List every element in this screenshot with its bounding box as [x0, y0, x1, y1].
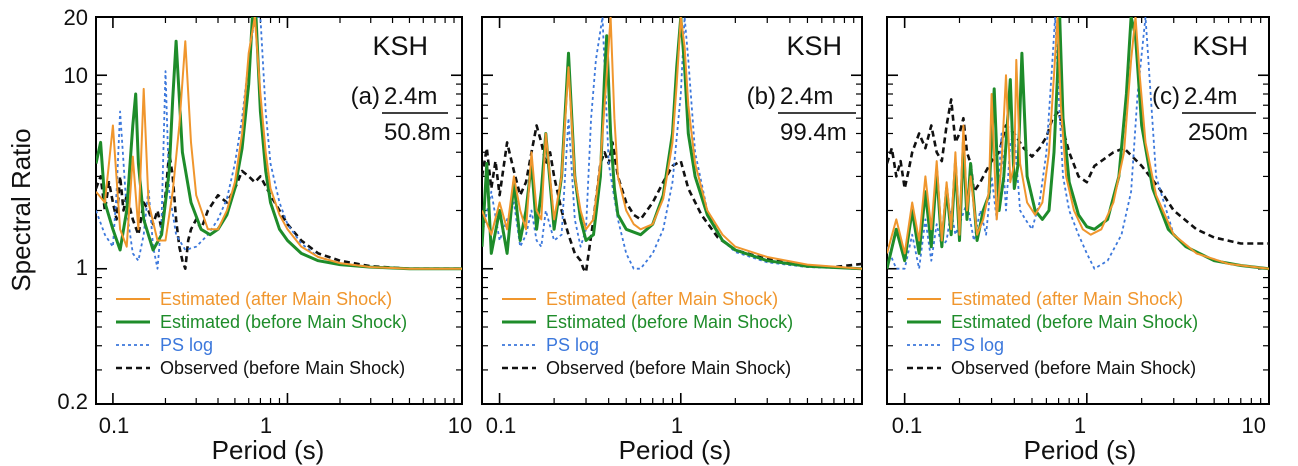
series-line-observed: [887, 98, 1269, 245]
x-axis-label: Period (s): [1024, 435, 1137, 465]
panel-a: 0.1 1 10 Period (s) KSH (a) 2.4m 50.8m E…: [95, 16, 472, 465]
legend-entry-label: Estimated (before Main Shock): [546, 312, 793, 332]
series-line-estimated-after: [96, 17, 462, 270]
station-label: KSH: [372, 31, 428, 61]
legend-entry-label: Observed (before Main Shock): [546, 358, 791, 378]
x-tick-label: 0.1: [892, 413, 923, 438]
panel-label: (a): [351, 83, 380, 110]
legend-entry-label: PS log: [160, 335, 213, 355]
x-tick-label: 1: [260, 413, 272, 438]
y-tick-label: 20: [64, 5, 88, 30]
x-tick-label: 1: [671, 413, 683, 438]
y-axis-label: Spectral Ratio: [6, 128, 36, 291]
series-line-ps-log: [96, 17, 462, 270]
depth-top-label: 2.4m: [780, 83, 833, 110]
depth-top-label: 2.4m: [384, 83, 437, 110]
legend-entry-label: Estimated (after Main Shock): [546, 289, 778, 309]
x-tick-label: 0.1: [486, 413, 517, 438]
legend-entry-label: Observed (before Main Shock): [160, 358, 405, 378]
station-label: KSH: [786, 31, 842, 61]
x-tick-label: 10: [448, 413, 472, 438]
y-tick-label: 10: [64, 63, 88, 88]
legend-entry-label: Estimated (before Main Shock): [160, 312, 407, 332]
panel-c: 0.1 1 10 Period (s) KSH (c) 2.4m 250m Es…: [886, 16, 1270, 465]
series-line-estimated-after: [482, 17, 862, 270]
panel-label: (c): [1152, 83, 1180, 110]
series-line-ps-log: [887, 17, 1269, 270]
panel-b: 0.1 1 Period (s) KSH (b) 2.4m 99.4m Esti…: [481, 16, 863, 465]
panel-label: (b): [747, 83, 776, 110]
series-line-estimated-after: [887, 17, 1269, 270]
x-tick-label: 0.1: [99, 413, 130, 438]
legend-entry-label: Estimated (before Main Shock): [951, 312, 1198, 332]
station-label: KSH: [1192, 31, 1248, 61]
series-line-ps-log: [482, 17, 862, 270]
y-tick-label: 1: [76, 255, 88, 280]
x-axis-label: Period (s): [212, 435, 325, 465]
depth-top-label: 2.4m: [1184, 83, 1237, 110]
x-tick-label: 1: [1074, 413, 1086, 438]
x-tick-label: 10: [1242, 413, 1266, 438]
legend-entry-label: Estimated (after Main Shock): [160, 289, 392, 309]
series-line-estimated-before: [96, 17, 462, 271]
legend-entry-label: PS log: [951, 335, 1004, 355]
legend-entry-label: Estimated (after Main Shock): [951, 289, 1183, 309]
y-tick-label: 0.2: [57, 389, 88, 414]
series-line-observed: [96, 151, 462, 271]
depth-bottom-label: 99.4m: [780, 119, 847, 146]
depth-bottom-label: 250m: [1188, 119, 1248, 146]
depth-bottom-label: 50.8m: [384, 119, 451, 146]
legend-entry-label: Observed (before Main Shock): [951, 358, 1196, 378]
legend-entry-label: PS log: [546, 335, 599, 355]
x-axis-label: Period (s): [619, 435, 732, 465]
